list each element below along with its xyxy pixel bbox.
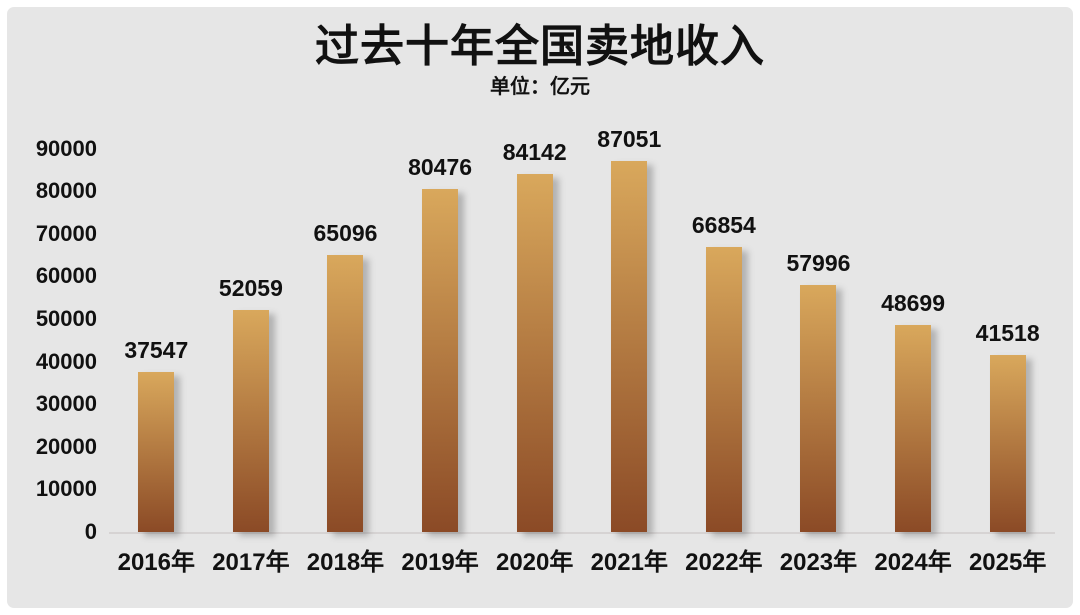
x-tick-label: 2024年 [874,548,952,576]
bar-column: 48699 [866,149,961,532]
x-tick-label: 2017年 [212,548,290,576]
bar-value-label: 66854 [691,212,756,239]
y-tick-label: 50000 [35,306,97,332]
bar [800,285,837,532]
bar-column: 57996 [771,149,866,532]
y-axis: 0 10000 20000 30000 40000 50000 60000 70000 8000… [13,136,109,544]
bar-value-label: 80476 [408,154,473,181]
y-tick-label: 30000 [35,391,97,417]
bar [705,247,742,532]
bar-column: 87051 [582,126,677,532]
bar-column: 37547 [109,149,204,532]
bar-value-label: 57996 [786,250,851,276]
bar-value-label: 48699 [881,289,946,316]
bar-column: 80476 [393,149,488,532]
bar-value-label: 41518 [975,320,1040,347]
y-tick-label: 20000 [35,433,97,459]
y-tick-label: 10000 [35,476,97,502]
bar-value-label: 87051 [597,126,662,153]
bar [422,189,459,532]
bar [232,310,269,532]
page-subtitle: 单位：亿元 [490,75,590,98]
x-tick-label: 2021年 [590,548,668,576]
bar-chart: 0 10000 20000 30000 40000 50000 60000 70000 8000… [13,126,1055,544]
x-tick-label: 2019年 [401,548,479,576]
page-title: 过去十年全国卖地收入 [315,22,765,71]
bar [989,355,1026,532]
bar-column: 84142 [487,139,582,532]
bar [516,173,553,532]
y-tick-label: 80000 [35,178,97,204]
y-tick-label: 90000 [35,135,97,161]
bar-column: 66854 [677,149,772,532]
y-tick-label: 70000 [35,220,97,246]
x-tick-label: 2023年 [779,548,858,576]
plot-area: 37547 52059 65096 80476 84142 87051 66854 57996… [109,126,1055,534]
y-tick-label: 0 [84,518,97,544]
bar [138,372,175,532]
bar [327,254,364,532]
bar [611,161,648,532]
x-tick-label: 2018年 [306,548,385,576]
bar-value-label: 65096 [313,219,378,246]
bar-column: 65096 [298,149,393,532]
x-tick-label: 2025年 [968,548,1047,576]
bar-value-label: 52059 [218,275,283,302]
x-axis: 2016年 2017年 2018年 2019年 2020年 2021年 2022年 2023年… [109,542,1055,577]
bar-value-label: 37547 [124,337,189,364]
y-tick-label: 60000 [35,263,97,289]
y-tick-label: 40000 [35,348,97,374]
bar-value-label: 84142 [502,138,567,165]
x-tick-label: 2020年 [495,548,574,576]
bar-column: 52059 [204,149,299,532]
bar-column: 41518 [960,149,1055,532]
x-tick-label: 2016年 [117,548,195,576]
bar [895,324,932,532]
x-tick-label: 2022年 [685,548,763,576]
